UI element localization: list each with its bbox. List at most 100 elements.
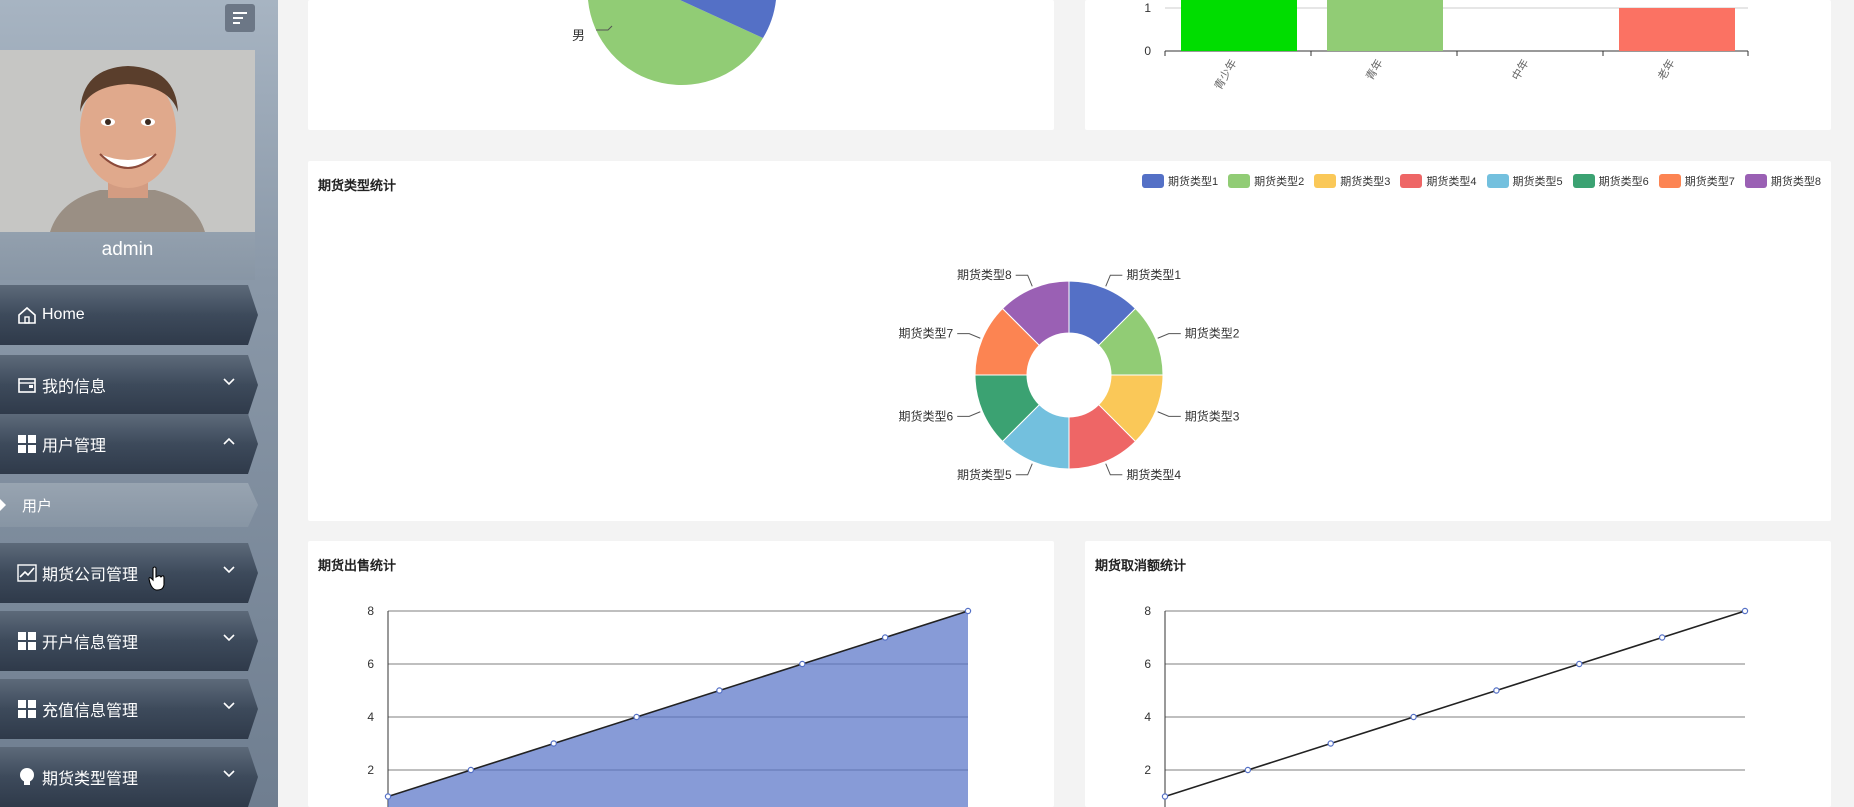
menu-label: Home xyxy=(42,306,85,323)
menu-label: 开户信息管理 xyxy=(42,635,139,652)
caret-right-icon xyxy=(0,499,6,511)
menu-item-futures-company[interactable]: 期货公司管理 xyxy=(0,543,258,603)
y-tick-label: 0 xyxy=(1144,44,1151,58)
submenu-item-user[interactable]: 用户 xyxy=(0,483,258,527)
avatar-photo xyxy=(0,50,255,232)
legend-item[interactable]: 期货类型7 xyxy=(1658,173,1735,189)
data-point[interactable] xyxy=(1741,607,1749,615)
x-tick-label: 青年 xyxy=(1362,57,1385,83)
y-tick-label: 2 xyxy=(367,763,374,777)
data-point[interactable] xyxy=(1493,687,1500,694)
legend-swatch xyxy=(1744,174,1767,188)
hand-cursor-icon xyxy=(148,566,165,591)
hamburger-icon xyxy=(233,12,247,24)
menu-item-my-info[interactable]: 我的信息 xyxy=(0,355,258,415)
gender-chart-panel: 男 xyxy=(308,0,1054,130)
data-point[interactable] xyxy=(799,660,806,668)
data-point[interactable] xyxy=(1410,713,1417,721)
bar-elder xyxy=(1619,8,1735,51)
series-line xyxy=(1164,610,1746,798)
donut-slice-label: 期货类型3 xyxy=(1185,408,1240,423)
legend-label: 期货类型5 xyxy=(1512,176,1563,188)
legend-swatch xyxy=(1400,174,1423,188)
data-point[interactable] xyxy=(716,687,723,694)
lightbulb-icon xyxy=(16,766,38,788)
legend-label: 期货类型6 xyxy=(1598,176,1649,188)
menu-toggle-button[interactable] xyxy=(225,4,255,32)
legend-label: 期货类型8 xyxy=(1770,176,1821,188)
chart-legend: 期货类型1 期货类型2 期货类型3 期货类型4 期货类型5 期货类型6 期货类型… xyxy=(1142,173,1821,189)
data-point[interactable] xyxy=(467,766,475,774)
submenu-label: 用户 xyxy=(22,497,53,515)
menu-item-recharge[interactable]: 充值信息管理 xyxy=(0,679,258,739)
legend-item[interactable]: 期货类型4 xyxy=(1400,173,1477,189)
donut-leader-line xyxy=(957,411,981,417)
pie-slice-female xyxy=(680,0,776,38)
age-chart-panel: 1 0 青少年 青年 中年 老年 xyxy=(1085,0,1831,130)
avatar xyxy=(0,50,255,232)
chevron-down-icon xyxy=(223,702,235,710)
donut-slice-label: 期货类型7 xyxy=(899,326,954,341)
bar-youth xyxy=(1327,0,1443,51)
legend-swatch xyxy=(1572,174,1595,188)
y-tick-label: 8 xyxy=(367,604,374,618)
menu-label: 充值信息管理 xyxy=(42,703,139,720)
trend-chart-icon xyxy=(16,562,38,584)
grid-icon xyxy=(16,433,38,455)
bar-teen xyxy=(1181,0,1297,51)
donut-slice-label: 期货类型8 xyxy=(957,267,1012,282)
menu-label: 我的信息 xyxy=(42,379,107,396)
donut-leader-line xyxy=(1105,274,1123,287)
donut-slice-label: 期货类型2 xyxy=(1185,326,1240,341)
y-tick-label: 4 xyxy=(1144,710,1151,724)
area-fill xyxy=(388,611,968,807)
y-tick-label: 6 xyxy=(367,657,374,671)
donut-leader-line xyxy=(1105,463,1123,476)
legend-item[interactable]: 期货类型2 xyxy=(1228,173,1304,189)
menu-item-account-opening[interactable]: 开户信息管理 xyxy=(0,611,258,671)
legend-item[interactable]: 期货类型5 xyxy=(1486,173,1563,189)
panel-title: 期货出售统计 xyxy=(318,558,397,573)
legend-item[interactable]: 期货类型1 xyxy=(1142,173,1218,189)
data-point[interactable] xyxy=(1658,634,1666,641)
chevron-down-icon xyxy=(223,634,235,642)
data-point[interactable] xyxy=(964,607,972,615)
y-tick-label: 1 xyxy=(1144,1,1151,15)
data-point[interactable] xyxy=(1327,740,1334,747)
chevron-down-icon xyxy=(223,770,235,778)
menu-item-futures-type[interactable]: 期货类型管理 xyxy=(0,747,258,807)
data-point[interactable] xyxy=(1576,660,1583,668)
data-point[interactable] xyxy=(633,713,640,721)
data-point[interactable] xyxy=(1161,793,1169,800)
chevron-down-icon xyxy=(223,566,235,574)
legend-item[interactable]: 期货类型6 xyxy=(1572,173,1649,189)
chevron-down-icon xyxy=(223,378,235,386)
menu-item-user-management[interactable]: 用户管理 xyxy=(0,414,258,474)
legend-label: 期货类型2 xyxy=(1254,176,1305,188)
data-point[interactable] xyxy=(881,634,889,641)
data-point[interactable] xyxy=(550,740,557,747)
menu-label: 用户管理 xyxy=(42,438,107,455)
donut-slice[interactable] xyxy=(1001,280,1070,347)
pie-slice-male xyxy=(588,0,763,86)
donut-leader-line xyxy=(957,333,981,339)
legend-label: 期货类型3 xyxy=(1340,176,1391,188)
data-point[interactable] xyxy=(384,793,392,800)
legend-item[interactable]: 期货类型3 xyxy=(1314,173,1390,189)
legend-swatch xyxy=(1228,174,1251,188)
panel-title: 期货类型统计 xyxy=(318,178,397,193)
legend-swatch xyxy=(1142,174,1164,188)
futures-sales-area-chart: 2 4 6 8 xyxy=(367,604,972,807)
pie-leader-line xyxy=(596,25,613,31)
legend-item[interactable]: 期货类型8 xyxy=(1744,173,1821,189)
grid-icon xyxy=(16,630,38,652)
donut-leader-line xyxy=(1157,411,1181,417)
donut-slice-label: 期货类型5 xyxy=(957,467,1012,482)
series-line xyxy=(387,610,969,798)
legend-label: 期货类型1 xyxy=(1168,176,1219,188)
donut-leader-line xyxy=(1015,274,1033,287)
x-tick-label: 老年 xyxy=(1654,57,1677,83)
futures-type-panel: 期货类型统计 期货类型1 期货类型2 期货类型3 期货类型4 期货类型5 期货类… xyxy=(308,161,1831,521)
menu-item-home[interactable]: Home xyxy=(0,285,258,345)
data-point[interactable] xyxy=(1244,766,1252,774)
